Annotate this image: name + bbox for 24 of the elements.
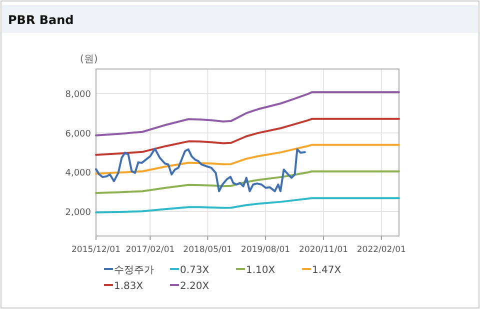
line-series bbox=[95, 197, 400, 214]
legend-label: 1.83X bbox=[114, 281, 144, 292]
legend-label: 1.47X bbox=[312, 265, 342, 276]
line-series bbox=[95, 91, 400, 136]
line-series bbox=[95, 148, 306, 192]
y-tick-label: 8,000 bbox=[65, 90, 92, 100]
x-tick-label: 2019/08/01 bbox=[241, 245, 290, 255]
y-tick-label: 4,000 bbox=[65, 168, 92, 179]
y-tick-label: 2,000 bbox=[65, 208, 92, 218]
legend-label: 0.73X bbox=[180, 265, 210, 276]
x-tick-label: 2018/05/01 bbox=[183, 245, 232, 255]
line-series bbox=[95, 170, 400, 194]
y-tick-label: 6,000 bbox=[65, 129, 92, 140]
chart-title: PBR Band bbox=[8, 13, 74, 27]
line-series bbox=[95, 118, 400, 156]
x-tick-label: 2017/02/01 bbox=[126, 245, 175, 255]
line-series bbox=[95, 144, 400, 175]
legend-label: 2.20X bbox=[180, 281, 210, 292]
x-tick-label: 2015/12/01 bbox=[72, 245, 120, 255]
x-tick-label: 2020/11/01 bbox=[299, 245, 348, 255]
y-axis-title: (원) bbox=[80, 54, 98, 65]
legend-label: 수정주가 bbox=[114, 265, 154, 276]
legend-label: 1.10X bbox=[246, 265, 276, 276]
x-tick-label: 2022/02/01 bbox=[356, 245, 406, 255]
